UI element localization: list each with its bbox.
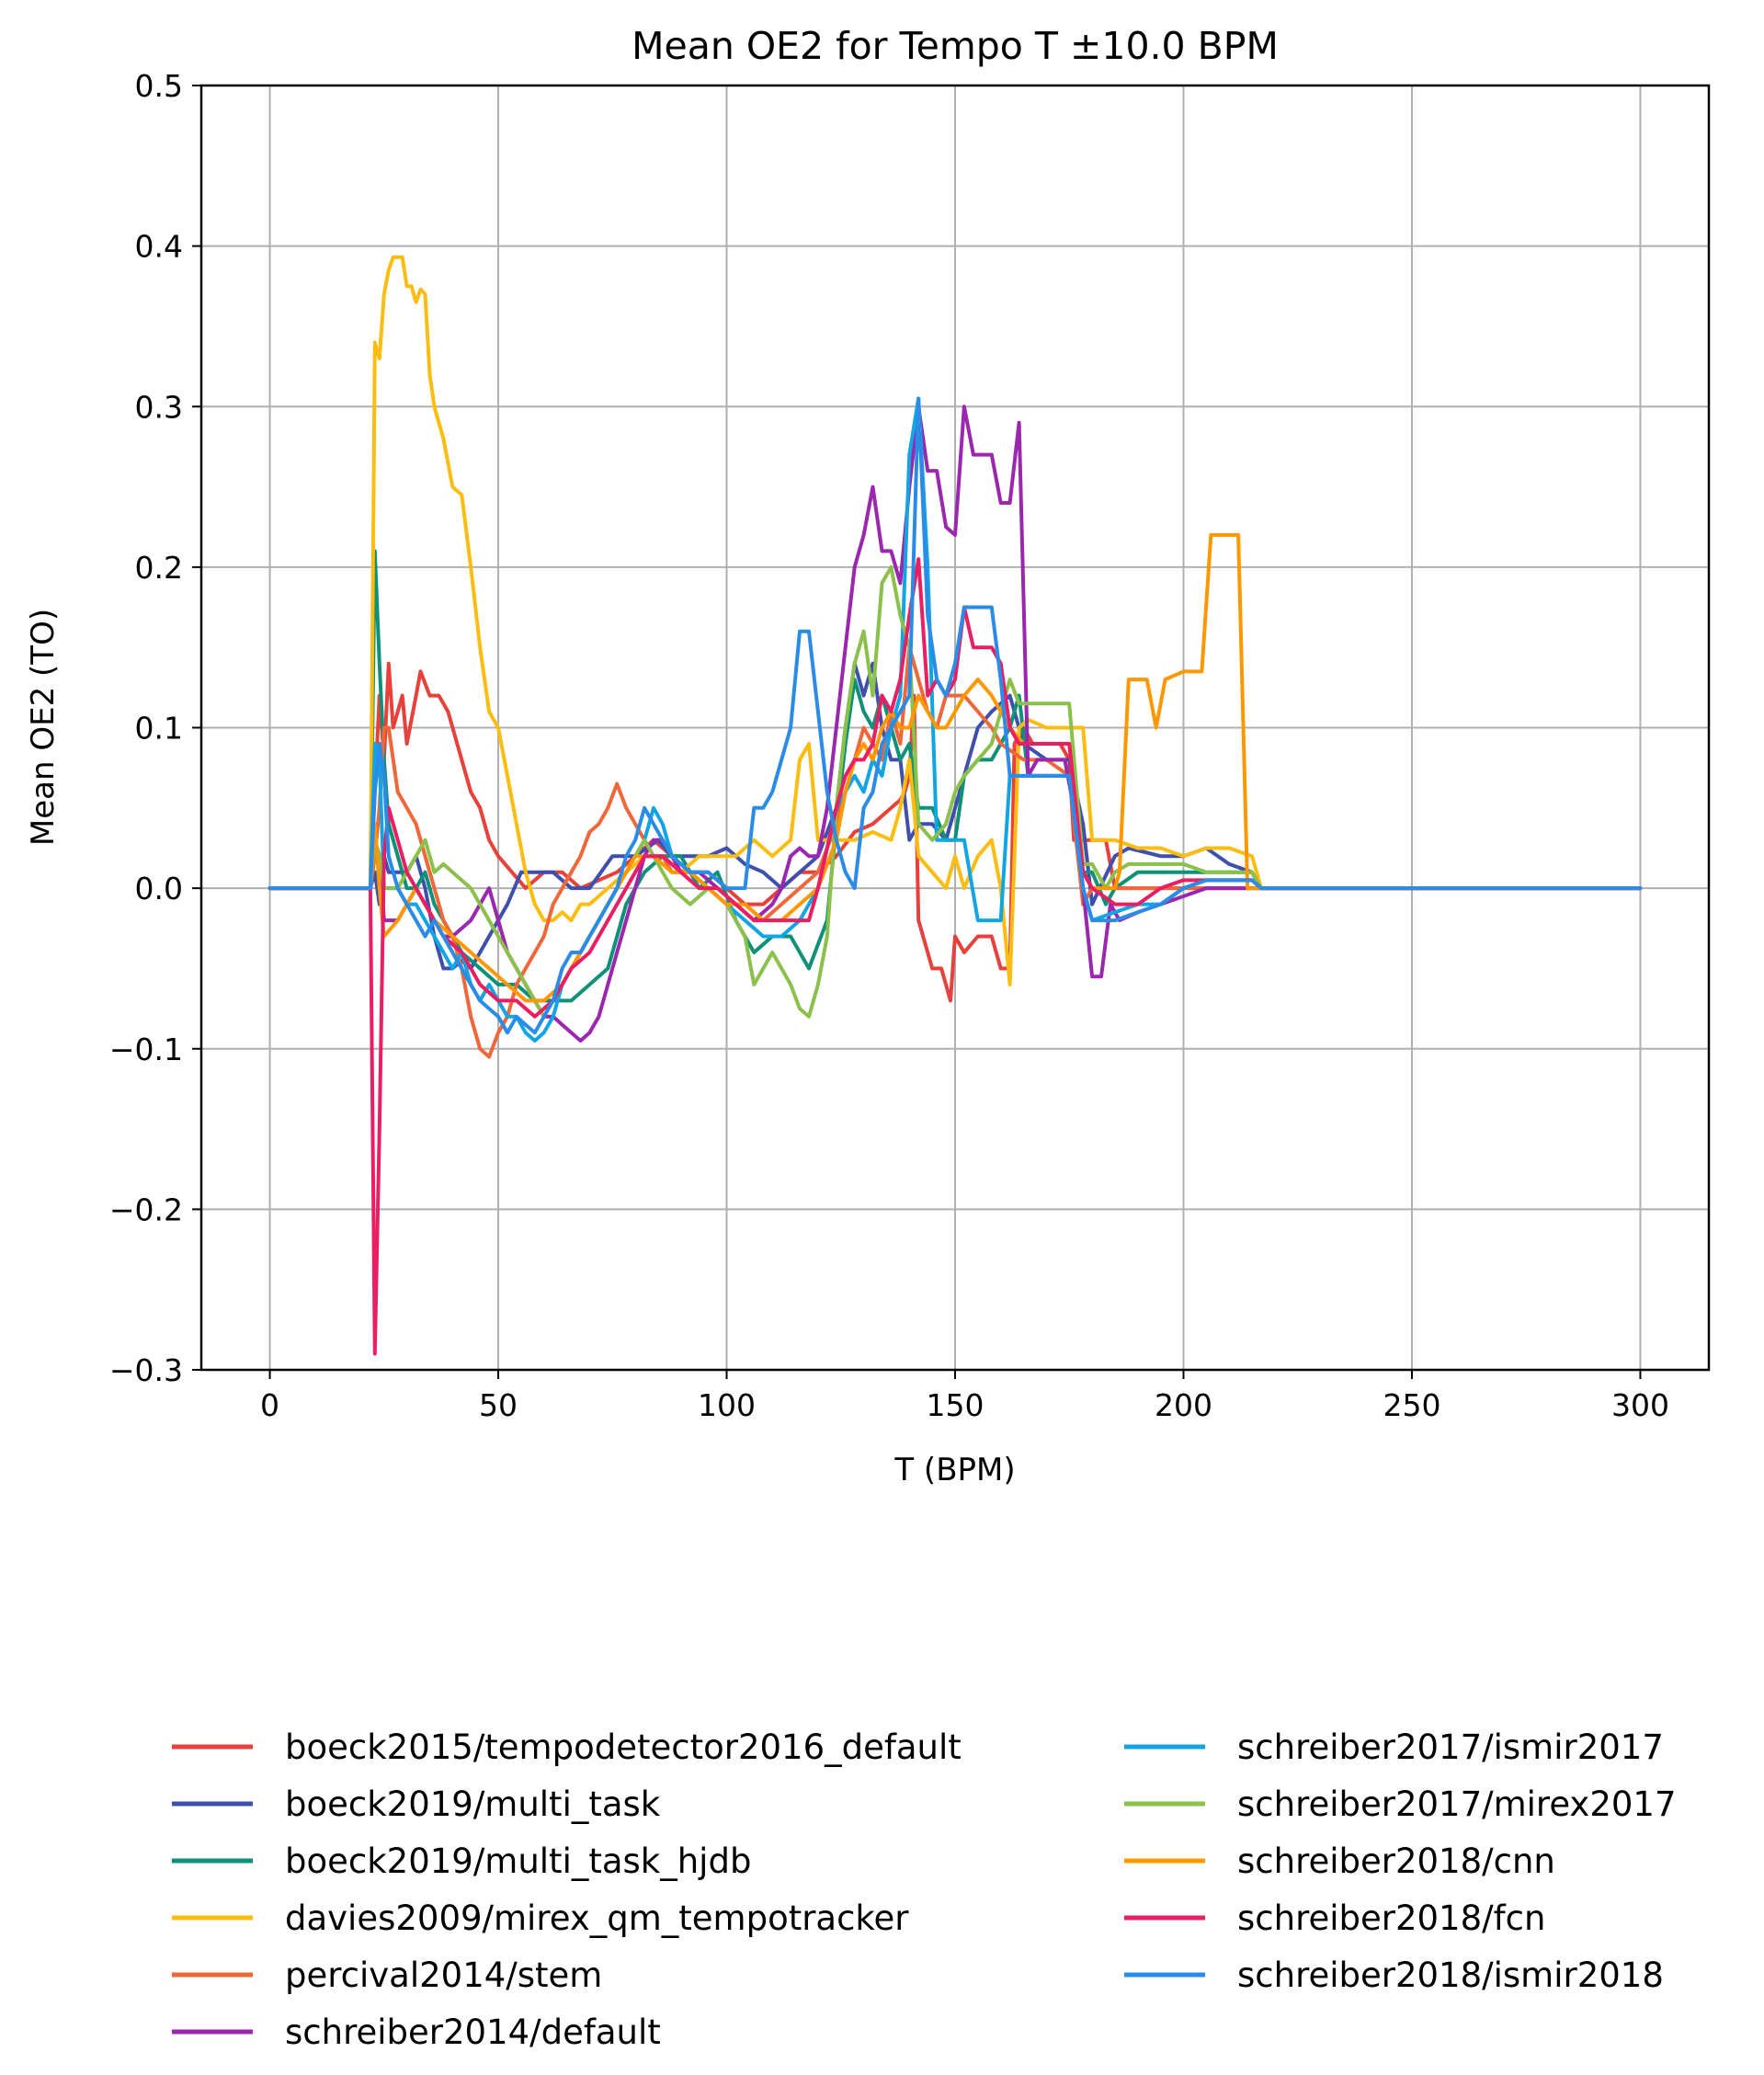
legend-label: boeck2015/tempodetector2016_default bbox=[285, 1727, 962, 1767]
series-lines bbox=[267, 255, 1643, 1356]
legend-label: davies2009/mirex_qm_tempotracker bbox=[285, 1898, 909, 1938]
legend-label: schreiber2017/ismir2017 bbox=[1237, 1727, 1664, 1767]
legend-label: schreiber2017/mirex2017 bbox=[1237, 1784, 1677, 1824]
x-tick-label: 150 bbox=[927, 1387, 984, 1423]
series-line bbox=[267, 405, 1643, 1043]
series-line bbox=[267, 564, 1643, 1019]
x-tick-label: 50 bbox=[479, 1387, 518, 1423]
y-tick-label: 0.3 bbox=[135, 389, 183, 425]
series-line bbox=[267, 532, 1643, 1003]
x-tick-label: 0 bbox=[260, 1387, 279, 1423]
legend-label: schreiber2018/ismir2018 bbox=[1237, 1955, 1664, 1995]
axis-ticks: 0 50 100 150 200 250 300 −0.3 −0.2 −0.1 0.0 0.1 0.2 0… bbox=[109, 68, 1669, 1423]
legend-label: boeck2019/multi_task_hjdb bbox=[285, 1841, 751, 1881]
y-tick-label: 0.0 bbox=[135, 871, 183, 906]
x-tick-label: 100 bbox=[698, 1387, 756, 1423]
y-tick-label: 0.2 bbox=[135, 550, 183, 586]
chart-title: Mean OE2 for Tempo T ±10.0 BPM bbox=[632, 24, 1279, 68]
y-tick-label: 0.5 bbox=[135, 68, 183, 104]
x-tick-label: 300 bbox=[1611, 1387, 1669, 1423]
legend-label: schreiber2018/cnn bbox=[1237, 1841, 1555, 1881]
y-tick-label: 0.4 bbox=[135, 229, 183, 265]
series-line bbox=[267, 396, 1643, 1035]
y-tick-label: −0.2 bbox=[109, 1191, 183, 1227]
y-tick-label: 0.1 bbox=[135, 711, 183, 747]
series-line bbox=[267, 255, 1643, 986]
legend-label: schreiber2018/fcn bbox=[1237, 1898, 1545, 1938]
legend-label: boeck2019/multi_task bbox=[285, 1784, 661, 1824]
legend: boeck2015/tempodetector2016_defaultboeck… bbox=[172, 1727, 1677, 2052]
y-axis-title: Mean OE2 (TO) bbox=[25, 609, 62, 846]
y-tick-label: −0.3 bbox=[109, 1352, 183, 1388]
y-tick-label: −0.1 bbox=[109, 1032, 183, 1067]
x-tick-label: 200 bbox=[1155, 1387, 1212, 1423]
legend-label: percival2014/stem bbox=[285, 1955, 602, 1995]
x-tick-label: 250 bbox=[1383, 1387, 1440, 1423]
legend-label: schreiber2014/default bbox=[285, 2012, 661, 2052]
x-axis-title: T (BPM) bbox=[893, 1452, 1015, 1488]
